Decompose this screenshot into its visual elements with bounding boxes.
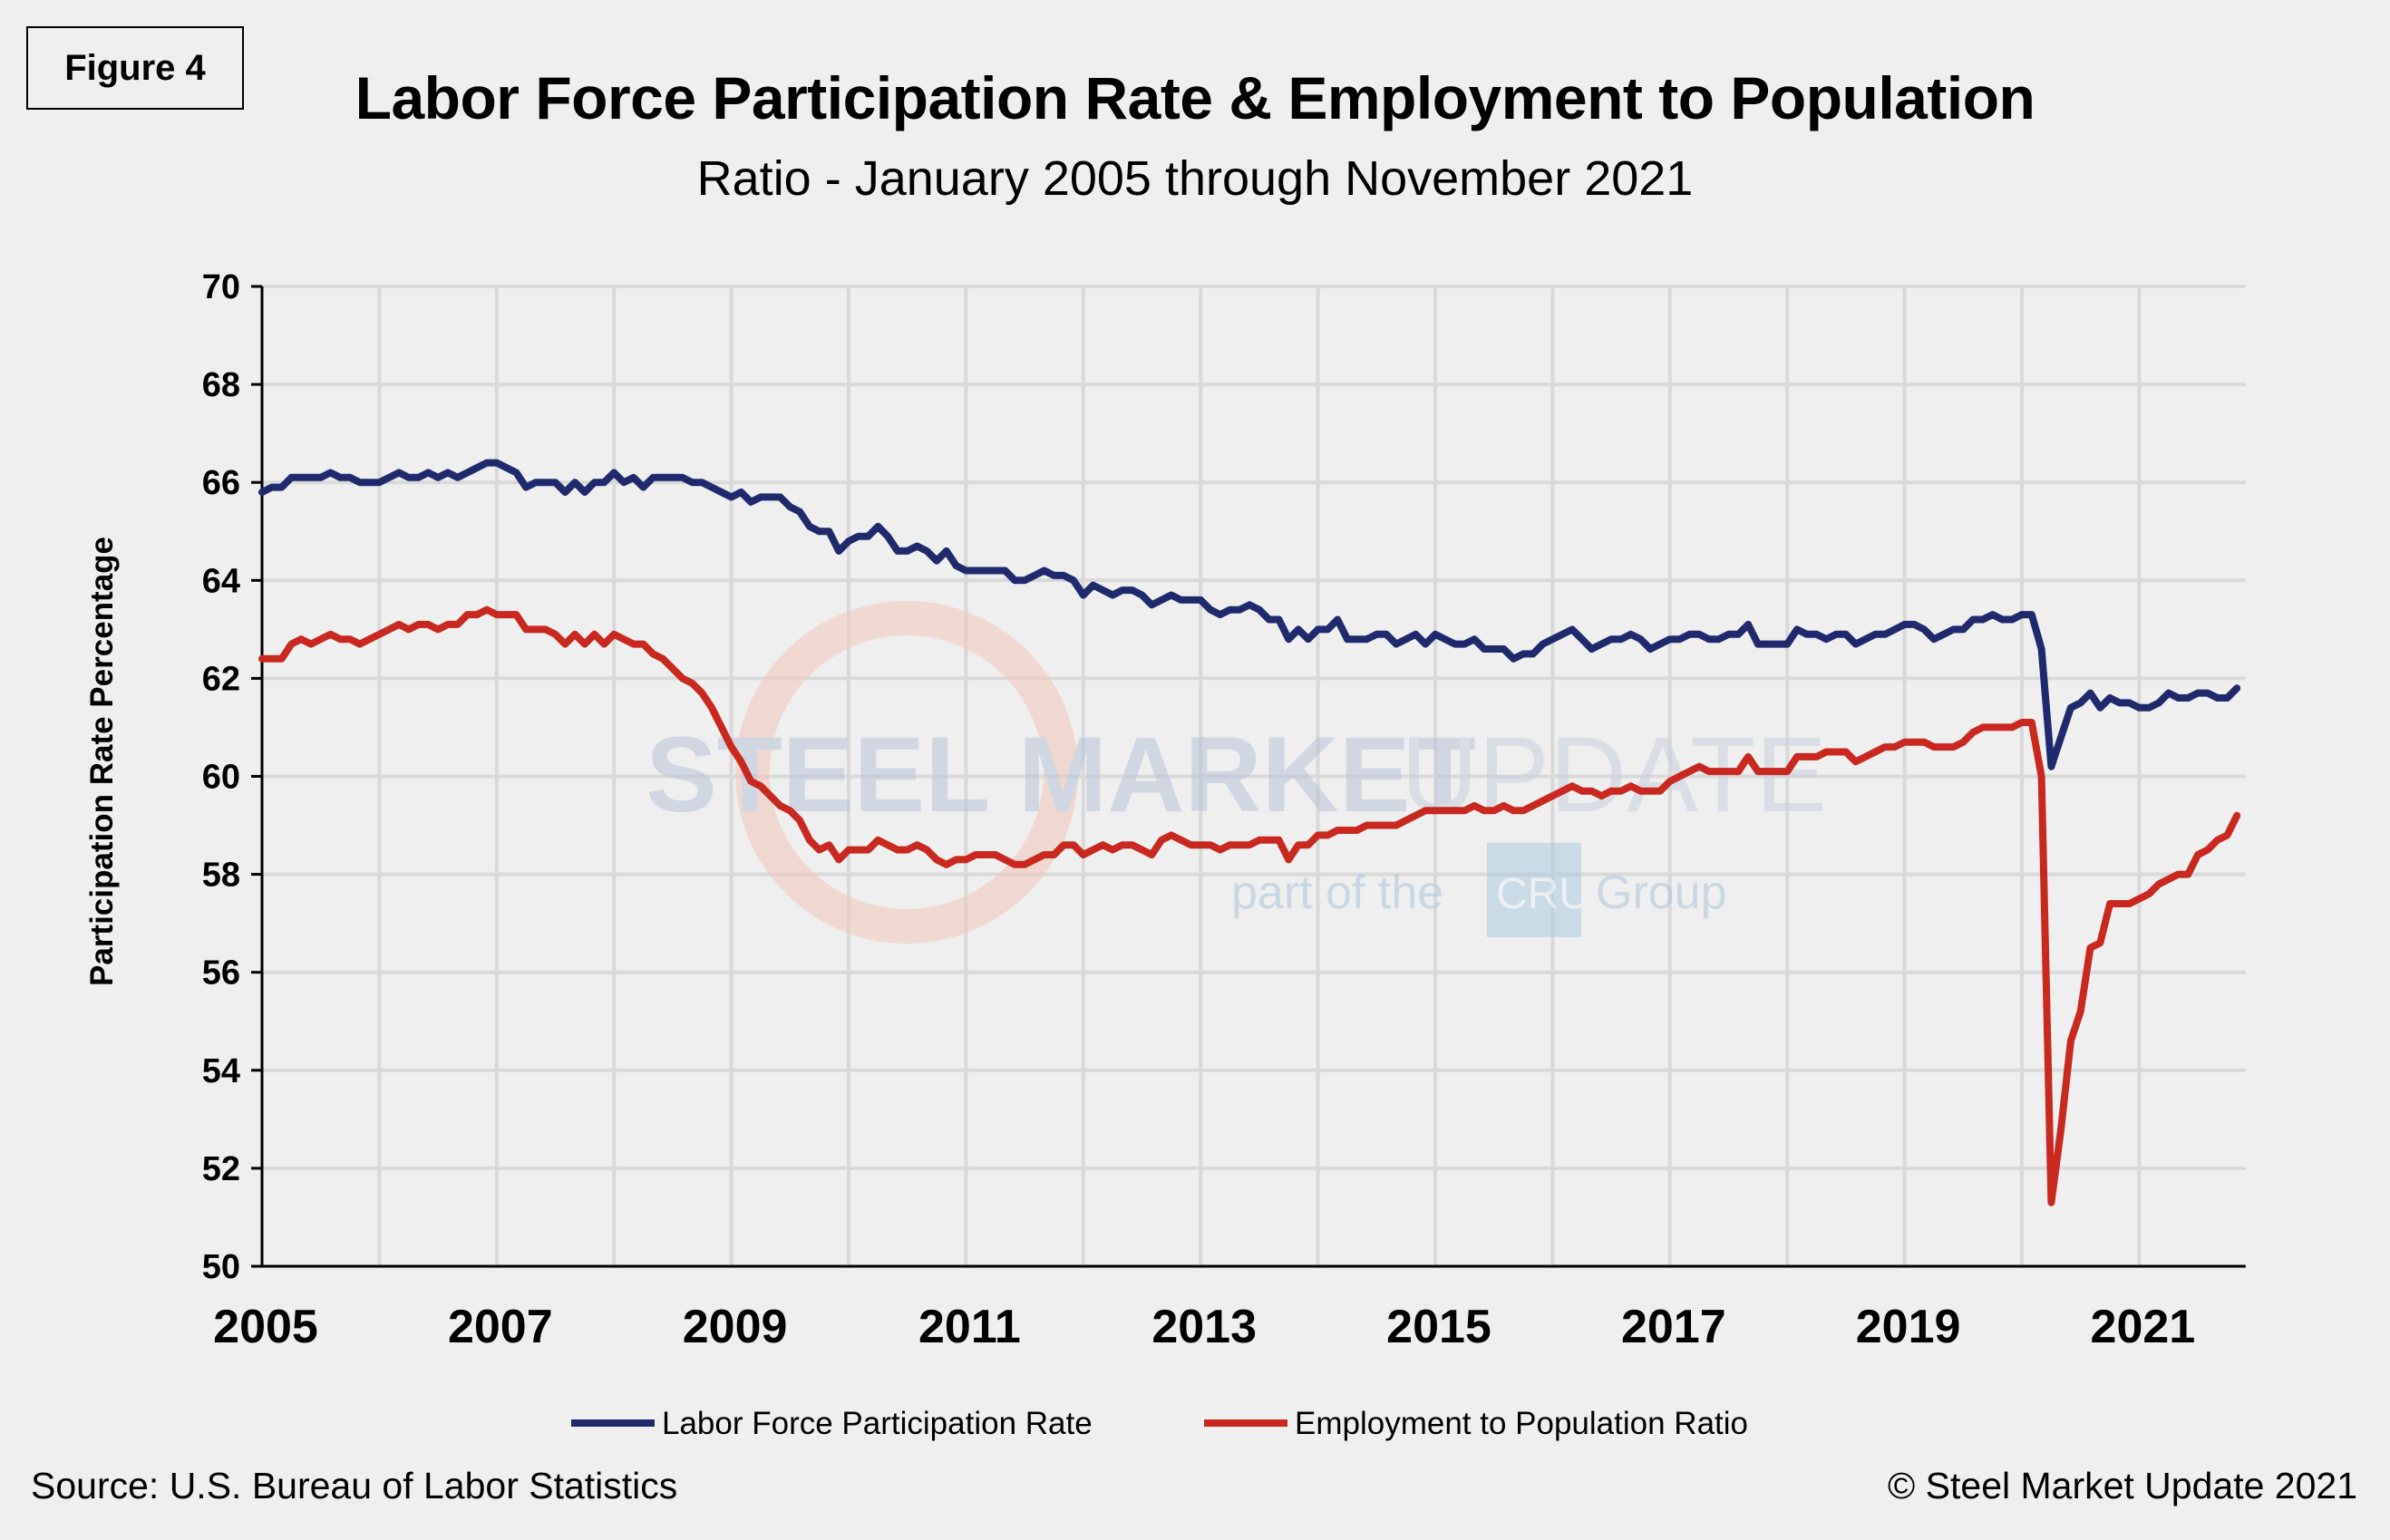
- y-axis-title: Participation Rate Percentage: [84, 537, 120, 986]
- copyright-note: © Steel Market Update 2021: [1888, 1465, 2357, 1506]
- y-tick-label: 66: [202, 464, 240, 502]
- x-tick-label: 2013: [1151, 1301, 1257, 1353]
- watermark-tagline-pre: part of the: [1231, 867, 1443, 919]
- x-tick-label: 2017: [1621, 1301, 1726, 1353]
- watermark-logo: STEEL MARKET UPDATE part of the CRU Grou…: [646, 601, 1827, 944]
- y-tick-label: 64: [202, 562, 240, 600]
- x-tick-label: 2011: [918, 1301, 1021, 1353]
- series-line-employment-to-population: [258, 605, 2241, 1206]
- gridlines: [262, 285, 2246, 1266]
- y-tick-label: 70: [202, 268, 240, 306]
- figure-label: Figure 4: [26, 26, 244, 110]
- legend: Labor Force Participation Rate Employment…: [571, 1406, 1748, 1441]
- y-tick-label: 52: [202, 1150, 240, 1188]
- y-tick-label: 58: [202, 857, 240, 895]
- legend-label: Labor Force Participation Rate: [662, 1406, 1093, 1441]
- x-tick-label: 2005: [213, 1301, 318, 1353]
- tick-labels: 50 52 54 56 58 60 62 64 66 68 70 2005 2007 2009 2011 20…: [202, 268, 2196, 1353]
- watermark-badge-text: CRU: [1496, 870, 1590, 918]
- chart-title: Labor Force Participation Rate & Employm…: [355, 64, 2035, 131]
- y-tick-label: 68: [202, 366, 240, 404]
- watermark-ring: [735, 601, 1078, 944]
- y-tick-label: 54: [202, 1052, 240, 1090]
- y-tick-label: 62: [202, 660, 240, 698]
- chart-subtitle: Ratio - January 2005 through November 20…: [696, 151, 1694, 206]
- x-tick-label: 2007: [448, 1301, 553, 1353]
- source-note: Source: U.S. Bureau of Labor Statistics: [31, 1465, 678, 1506]
- y-tick-label: 50: [202, 1248, 240, 1286]
- series-line-labor-force-participation: [258, 459, 2241, 770]
- x-tick-label: 2021: [2091, 1301, 2196, 1353]
- series-lines: [258, 459, 2241, 1206]
- watermark-light: UPDATE: [1401, 715, 1827, 835]
- watermark-tagline-post: Group: [1596, 867, 1727, 919]
- legend-label: Employment to Population Ratio: [1295, 1406, 1748, 1441]
- axes: [251, 285, 2246, 1268]
- x-tick-label: 2009: [683, 1301, 788, 1353]
- watermark-main: STEEL MARKET: [646, 715, 1476, 835]
- y-tick-label: 60: [202, 759, 240, 797]
- x-tick-label: 2015: [1386, 1301, 1491, 1353]
- watermark-badge: [1487, 843, 1581, 937]
- x-tick-label: 2019: [1856, 1301, 1961, 1353]
- y-tick-label: 56: [202, 954, 240, 993]
